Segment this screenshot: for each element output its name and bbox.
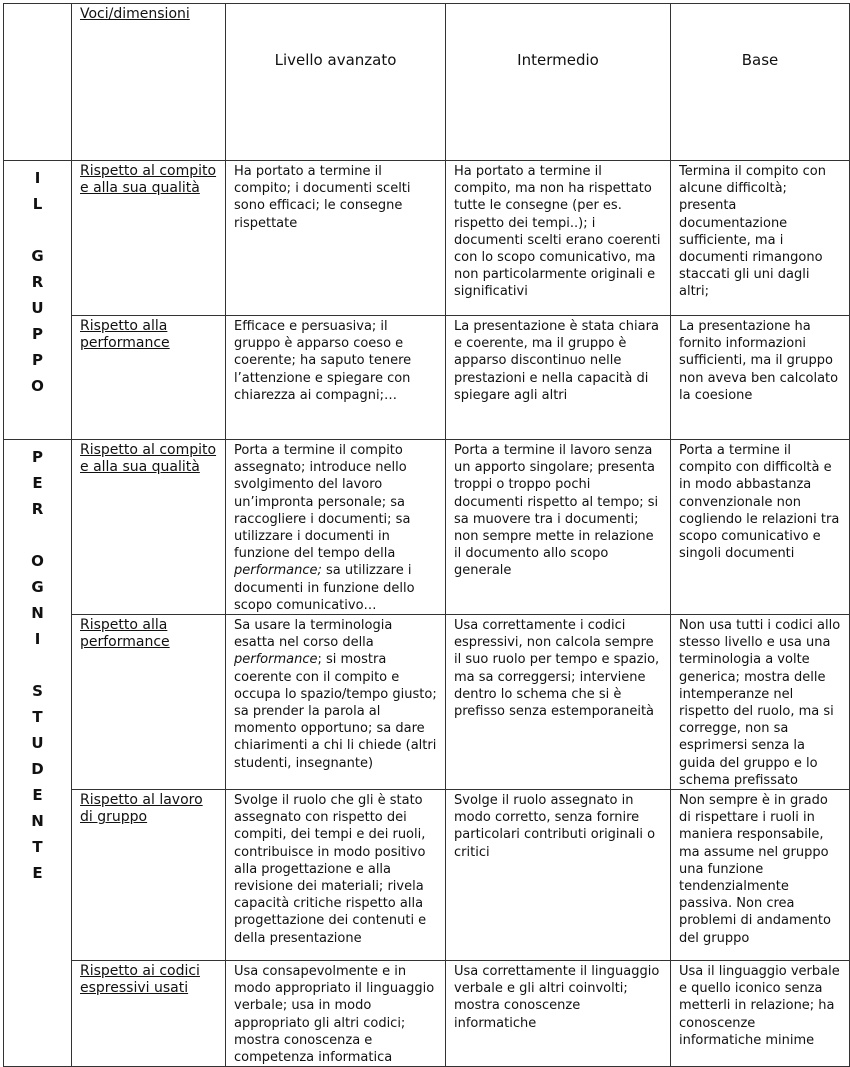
descriptor-emphasis: performance; — [234, 563, 322, 579]
intermediate-descriptor: La presentazione è stata chiara e coeren… — [445, 315, 671, 440]
descriptor-emphasis: performance — [234, 652, 318, 668]
advanced-descriptor: Efficace e persuasiva; il gruppo è appar… — [225, 315, 446, 440]
level-header-intermediate: Intermedio — [445, 3, 671, 161]
section-label-group: I L G R U P P O — [3, 160, 72, 440]
section-label-student: P E R O G N I S T U D E N T E — [3, 438, 72, 1067]
advanced-descriptor: Svolge il ruolo che gli è stato assegnat… — [225, 789, 446, 962]
table-row: Rispetto ai codici espressivi usati Usa … — [4, 960, 850, 1067]
table-row: Rispetto alla performance Sa usare la te… — [4, 614, 850, 791]
descriptor-text: ; si mostra coerente con il compito e oc… — [234, 652, 437, 771]
criterion-label: Rispetto alla performance — [71, 614, 226, 791]
table-row: I L G R U P P O Rispetto al compito e al… — [3, 160, 850, 440]
intermediate-descriptor: Ha portato a termine il compito, ma non … — [445, 160, 671, 316]
base-descriptor: Non sempre è in grado di rispettare i ru… — [670, 789, 850, 962]
descriptor-text: Porta a termine il compito assegnato; in… — [234, 443, 411, 562]
advanced-descriptor: Usa consapevolmente e in modo appropriat… — [225, 960, 446, 1067]
advanced-descriptor: Porta a termine il compito assegnato; in… — [225, 438, 446, 616]
descriptor-text: sa utilizzare i documenti in funzione de… — [234, 563, 415, 613]
base-descriptor: Usa il linguaggio verbale e quello iconi… — [670, 960, 850, 1067]
header-row: Voci/dimensioni Livello avanzato Interme… — [3, 3, 850, 161]
criterion-label: Rispetto al compito e alla sua qualità — [71, 160, 226, 316]
table-row: Rispetto alla performance Efficace e per… — [4, 315, 850, 440]
criterion-label: Rispetto al compito e alla sua qualità — [71, 438, 226, 616]
voci-header: Voci/dimensioni — [71, 3, 226, 161]
criterion-label: Rispetto alla performance — [71, 315, 226, 440]
table-row: Rispetto al lavoro di gruppo Svolge il r… — [4, 789, 850, 962]
descriptor-text: Sa usare la terminologia esatta nel cors… — [234, 618, 393, 651]
table-row: P E R O G N I S T U D E N T E Rispetto a… — [3, 438, 850, 1067]
advanced-descriptor: Sa usare la terminologia esatta nel cors… — [225, 614, 446, 791]
intermediate-descriptor: Svolge il ruolo assegnato in modo corret… — [445, 789, 671, 962]
level-header-base: Base — [670, 3, 850, 161]
base-descriptor: Porta a termine il compito con difficolt… — [670, 438, 850, 616]
criterion-label: Rispetto al lavoro di gruppo — [71, 789, 226, 962]
advanced-descriptor: Ha portato a termine il compito; i docum… — [225, 160, 446, 316]
intermediate-descriptor: Usa correttamente il linguaggio verbale … — [445, 960, 671, 1067]
criterion-label: Rispetto ai codici espressivi usati — [71, 960, 226, 1067]
base-descriptor: La presentazione ha fornito informazioni… — [670, 315, 850, 440]
rubric-table: Voci/dimensioni Livello avanzato Interme… — [3, 3, 850, 1067]
level-header-advanced: Livello avanzato — [225, 3, 446, 161]
base-descriptor: Termina il compito con alcune difficoltà… — [670, 160, 850, 316]
base-descriptor: Non usa tutti i codici allo stesso livel… — [670, 614, 850, 791]
corner-cell — [3, 3, 72, 161]
intermediate-descriptor: Usa correttamente i codici espressivi, n… — [445, 614, 671, 791]
intermediate-descriptor: Porta a termine il lavoro senza un appor… — [445, 438, 671, 616]
